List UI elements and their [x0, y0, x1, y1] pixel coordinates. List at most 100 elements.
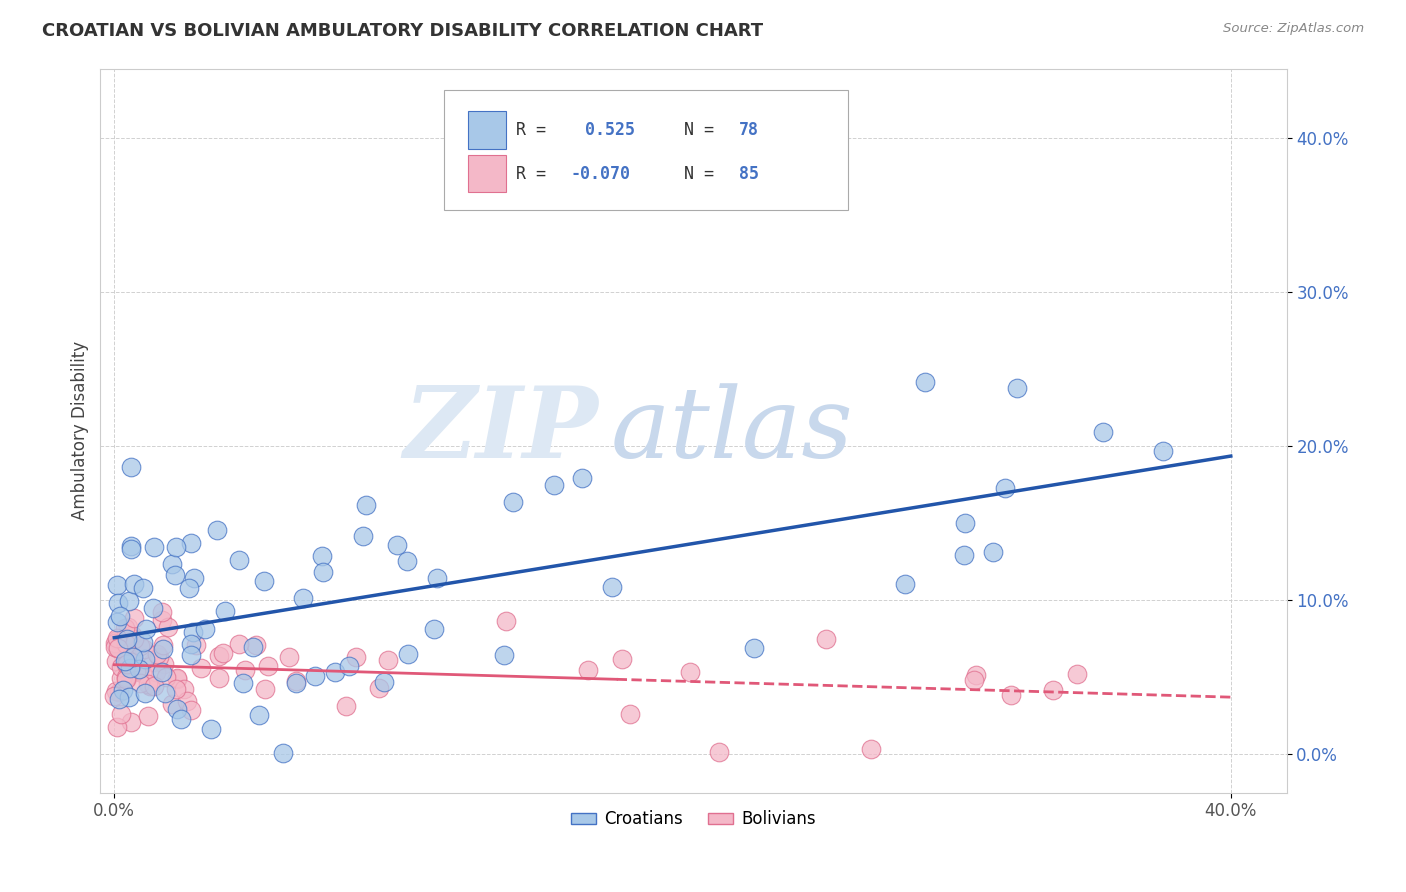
Point — [104, 684, 127, 698]
Point — [141, 601, 163, 615]
Point — [110, 706, 132, 721]
Point — [120, 460, 142, 475]
Point — [242, 640, 264, 654]
Point — [166, 702, 188, 716]
Point — [108, 692, 131, 706]
Point — [138, 679, 160, 693]
Point — [245, 638, 267, 652]
Point — [129, 639, 152, 653]
Point — [124, 632, 146, 647]
Point — [166, 671, 188, 685]
Point — [814, 632, 837, 646]
Point — [132, 581, 155, 595]
Point — [115, 648, 138, 663]
Point — [1091, 425, 1114, 440]
Point — [1042, 683, 1064, 698]
Point — [110, 671, 132, 685]
Text: atlas: atlas — [610, 383, 853, 478]
Point — [180, 703, 202, 717]
Point — [150, 613, 173, 627]
Point — [344, 649, 367, 664]
Point — [247, 708, 270, 723]
Text: Source: ZipAtlas.com: Source: ZipAtlas.com — [1223, 22, 1364, 36]
Point — [914, 376, 936, 390]
Point — [311, 565, 333, 579]
Point — [377, 653, 399, 667]
Point — [367, 681, 389, 695]
Y-axis label: Ambulatory Disability: Ambulatory Disability — [72, 341, 89, 520]
FancyBboxPatch shape — [444, 90, 848, 210]
Point — [576, 663, 599, 677]
Point — [284, 673, 307, 688]
Point — [953, 548, 976, 562]
Text: CROATIAN VS BOLIVIAN AMBULATORY DISABILITY CORRELATION CHART: CROATIAN VS BOLIVIAN AMBULATORY DISABILI… — [42, 22, 763, 40]
Point — [120, 651, 142, 665]
Point — [181, 624, 204, 639]
Point — [1152, 444, 1174, 458]
Text: N =: N = — [664, 121, 724, 139]
Point — [228, 553, 250, 567]
Point — [117, 690, 139, 705]
Point — [115, 670, 138, 684]
Point — [304, 669, 326, 683]
Point — [180, 637, 202, 651]
Point — [395, 554, 418, 568]
Point — [103, 690, 125, 704]
Point — [233, 663, 256, 677]
Point — [183, 572, 205, 586]
FancyBboxPatch shape — [468, 154, 506, 193]
Point — [894, 577, 917, 591]
Point — [165, 681, 187, 696]
Point — [124, 577, 146, 591]
Point — [155, 686, 177, 700]
Text: 0.525: 0.525 — [575, 121, 636, 139]
Point — [610, 652, 633, 666]
Point — [120, 539, 142, 553]
Point — [190, 660, 212, 674]
Point — [284, 675, 307, 690]
Point — [291, 591, 314, 605]
Point — [166, 673, 188, 687]
Point — [115, 632, 138, 646]
Point — [277, 649, 299, 664]
Text: 78: 78 — [738, 121, 759, 139]
Point — [492, 648, 515, 662]
Point — [122, 611, 145, 625]
Point — [114, 637, 136, 651]
Point — [253, 682, 276, 697]
Point — [134, 686, 156, 700]
Point — [134, 652, 156, 666]
Text: N =: N = — [664, 164, 724, 183]
Point — [600, 580, 623, 594]
Point — [114, 654, 136, 668]
Point — [125, 664, 148, 678]
Point — [107, 685, 129, 699]
Point — [257, 659, 280, 673]
Point — [214, 604, 236, 618]
Point — [121, 627, 143, 641]
Point — [122, 650, 145, 665]
Point — [228, 637, 250, 651]
Point — [176, 694, 198, 708]
Point — [115, 671, 138, 685]
Point — [115, 657, 138, 671]
Point — [122, 655, 145, 669]
Point — [104, 635, 127, 649]
Point — [165, 541, 187, 555]
Point — [146, 648, 169, 662]
Point — [373, 675, 395, 690]
Point — [104, 640, 127, 654]
Point — [385, 538, 408, 552]
Point — [138, 677, 160, 691]
Point — [105, 720, 128, 734]
Point — [128, 675, 150, 690]
Point — [105, 578, 128, 592]
Point — [232, 676, 254, 690]
Point — [356, 498, 378, 512]
Point — [1066, 667, 1088, 681]
Point — [965, 667, 987, 681]
Point — [118, 661, 141, 675]
Point — [117, 594, 139, 608]
Point — [142, 541, 165, 555]
Point — [145, 665, 167, 679]
